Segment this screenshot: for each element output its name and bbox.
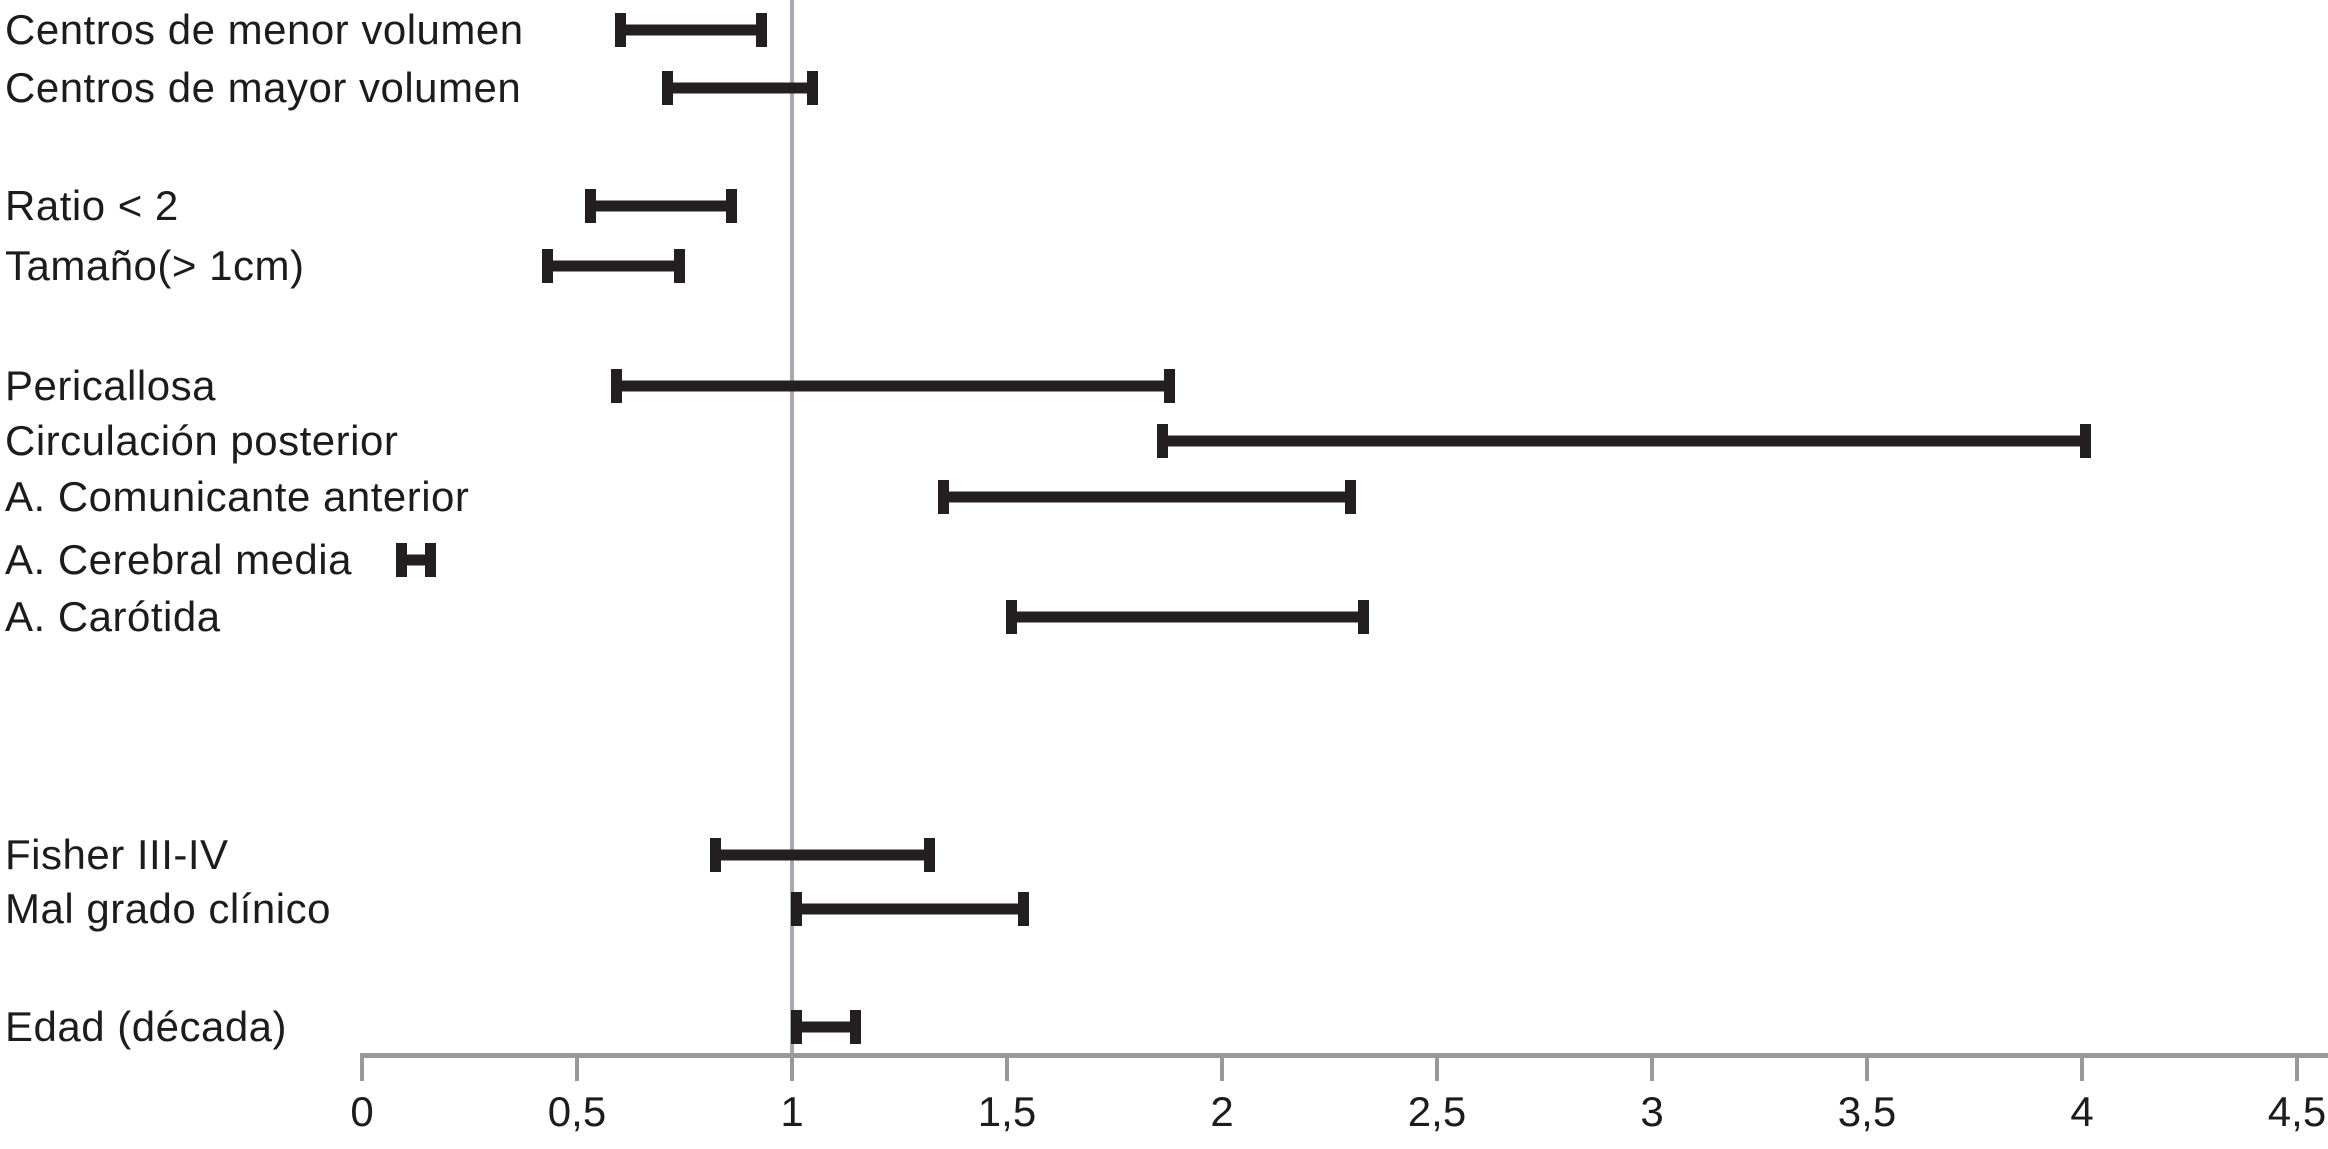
row-label: Circulación posterior: [5, 417, 399, 464]
axis-tick: [1435, 1055, 1439, 1081]
ci-bar: [541, 249, 686, 283]
axis-tick-label: 1,5: [977, 1088, 1037, 1135]
ci-line: [948, 491, 1345, 503]
axis-tick: [1005, 1055, 1009, 1081]
ci-bar: [610, 369, 1176, 403]
row-label: Tamaño(> 1cm): [5, 242, 305, 289]
axis-tick-label: 1: [780, 1088, 804, 1135]
axis-tick-label: 2: [1210, 1088, 1234, 1135]
ci-bar: [791, 1010, 862, 1044]
axis-tick-label: 4,5: [2267, 1088, 2327, 1135]
ci-line: [1017, 611, 1358, 623]
ci-bar: [1156, 424, 2092, 458]
ci-bar: [937, 480, 1356, 514]
ci-line: [720, 849, 924, 861]
ci-bar: [791, 892, 1030, 926]
row-label: Fisher III-IV: [5, 831, 229, 878]
ci-line: [552, 260, 675, 272]
axis-tick: [790, 1055, 794, 1081]
ci-line: [802, 1021, 851, 1033]
ci-bar: [584, 189, 737, 223]
axis-tick-label: 2,5: [1407, 1088, 1467, 1135]
ci-line: [673, 82, 808, 94]
axis-tick: [1650, 1055, 1654, 1081]
ci-line: [406, 554, 425, 566]
ci-bar: [395, 543, 436, 577]
ci-line: [595, 200, 726, 212]
reference-line: [790, 0, 794, 1080]
axis-tick-label: 4: [2070, 1088, 2094, 1135]
ci-bar: [615, 13, 767, 47]
row-label: Pericallosa: [5, 362, 216, 409]
axis-tick: [575, 1055, 579, 1081]
axis-tick: [1865, 1055, 1869, 1081]
row-label: Ratio < 2: [5, 182, 179, 229]
row-label: A. Cerebral media: [5, 536, 352, 583]
row-label: Centros de menor volumen: [5, 6, 524, 53]
ci-line: [802, 903, 1019, 915]
row-label: A. Carótida: [5, 593, 221, 640]
axis-tick-label: 0,5: [547, 1088, 607, 1135]
axis-tick: [2080, 1055, 2084, 1081]
axis-tick: [360, 1055, 364, 1081]
row-label: Mal grado clínico: [5, 885, 331, 932]
axis-tick-label: 3: [1640, 1088, 1664, 1135]
ci-bar: [1006, 600, 1369, 634]
row-label: Centros de mayor volumen: [5, 64, 522, 111]
ci-bar: [709, 838, 935, 872]
axis-tick-label: 0: [350, 1088, 374, 1135]
ci-line: [626, 24, 756, 36]
axis-tick-label: 3,5: [1837, 1088, 1897, 1135]
x-axis-line: [360, 1053, 2328, 1058]
row-label: A. Comunicante anterior: [5, 473, 470, 520]
axis-tick: [1220, 1055, 1224, 1081]
axis-tick: [2295, 1055, 2299, 1081]
ci-line: [1167, 435, 2081, 447]
row-label: Edad (década): [5, 1003, 288, 1050]
ci-line: [621, 380, 1165, 392]
ci-bar: [662, 71, 819, 105]
